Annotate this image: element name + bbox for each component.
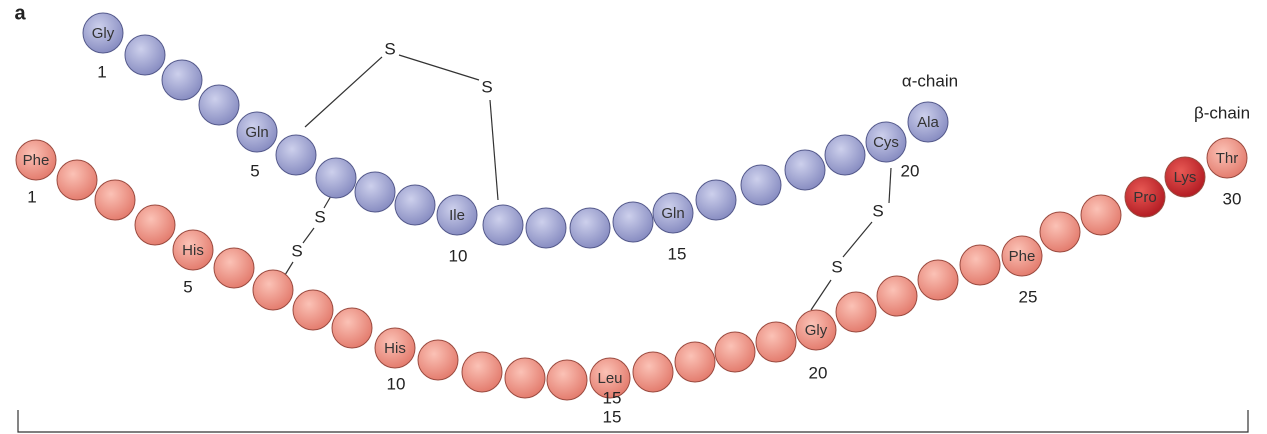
residue-label: Phe	[1009, 248, 1036, 265]
chains: PheHisHisLeuGlyPheProLysThr1510202530Gly…	[16, 13, 1247, 400]
residue	[836, 292, 876, 332]
residue	[526, 208, 566, 248]
bond	[811, 280, 831, 310]
residue	[57, 160, 97, 200]
sulfur-label: S	[481, 77, 492, 96]
page: a PheHisHisLeuGlyPheProLysThr1510202530G…	[0, 0, 1267, 434]
residue	[825, 135, 865, 175]
sulfur-label: S	[831, 257, 842, 276]
residue	[462, 352, 502, 392]
panel-label: a	[14, 2, 26, 24]
residue	[918, 260, 958, 300]
position-number: 1	[97, 62, 106, 81]
residue	[395, 185, 435, 225]
position-number: 5	[250, 161, 259, 180]
residue	[1040, 212, 1080, 252]
residue-label: Pro	[1133, 189, 1156, 206]
residue	[505, 358, 545, 398]
residue-label: Cys	[873, 134, 899, 151]
bond	[889, 168, 891, 203]
bond	[324, 196, 331, 208]
residue-label: Ala	[917, 114, 939, 131]
position-number: 30	[1223, 189, 1242, 208]
position-number: 15	[603, 388, 622, 407]
sulfur-label: S	[384, 39, 395, 58]
position-number: 5	[183, 277, 192, 296]
position-number: 15	[668, 244, 687, 263]
bond	[843, 222, 872, 257]
diagram: a PheHisHisLeuGlyPheProLysThr1510202530G…	[0, 0, 1267, 434]
residue	[332, 308, 372, 348]
bond	[399, 55, 479, 80]
residue-label: Leu	[597, 370, 622, 387]
position-number: 20	[901, 161, 920, 180]
residue	[741, 165, 781, 205]
residue	[960, 245, 1000, 285]
residue	[214, 248, 254, 288]
residue	[293, 290, 333, 330]
sulfur-label: S	[872, 201, 883, 220]
position-number: 20	[809, 363, 828, 382]
residue	[316, 158, 356, 198]
residue-label: Gln	[661, 205, 684, 222]
residue	[253, 270, 293, 310]
chain: GlyGlnIleGlnCysAla15101520	[83, 13, 948, 265]
residue	[355, 172, 395, 212]
residue	[756, 322, 796, 362]
sulfur-label: S	[314, 207, 325, 226]
residue-label: Thr	[1216, 150, 1239, 167]
residue	[95, 180, 135, 220]
residue	[135, 205, 175, 245]
residue	[715, 332, 755, 372]
residue	[1081, 195, 1121, 235]
residue-label: Lys	[1174, 169, 1197, 186]
residue-label: His	[384, 340, 406, 357]
residue-label: Gly	[92, 25, 115, 42]
residue	[613, 202, 653, 242]
bond	[303, 228, 314, 243]
scale-label: 15	[603, 407, 622, 426]
residue	[125, 35, 165, 75]
residue	[276, 135, 316, 175]
bond	[305, 57, 382, 127]
residue	[547, 360, 587, 400]
residue-label: Gln	[245, 124, 268, 141]
residue	[633, 352, 673, 392]
position-number: 10	[387, 374, 406, 393]
bond	[490, 100, 498, 200]
residue	[162, 60, 202, 100]
residue-label: Ile	[449, 207, 465, 224]
position-number: 1	[27, 187, 36, 206]
residue	[696, 180, 736, 220]
residue	[199, 85, 239, 125]
sulfur-label: S	[291, 241, 302, 260]
residue	[877, 276, 917, 316]
residue	[418, 340, 458, 380]
position-number: 25	[1019, 287, 1038, 306]
residue	[483, 205, 523, 245]
scale-bracket	[18, 410, 1248, 432]
residue	[785, 150, 825, 190]
chain-name: α-chain	[902, 71, 958, 90]
chain-name: β-chain	[1194, 103, 1250, 122]
residue-label: Gly	[805, 322, 828, 339]
bond	[285, 262, 293, 275]
residue-label: His	[182, 242, 204, 259]
residue	[570, 208, 610, 248]
position-number: 10	[449, 246, 468, 265]
residue-label: Phe	[23, 152, 50, 169]
residue	[675, 342, 715, 382]
